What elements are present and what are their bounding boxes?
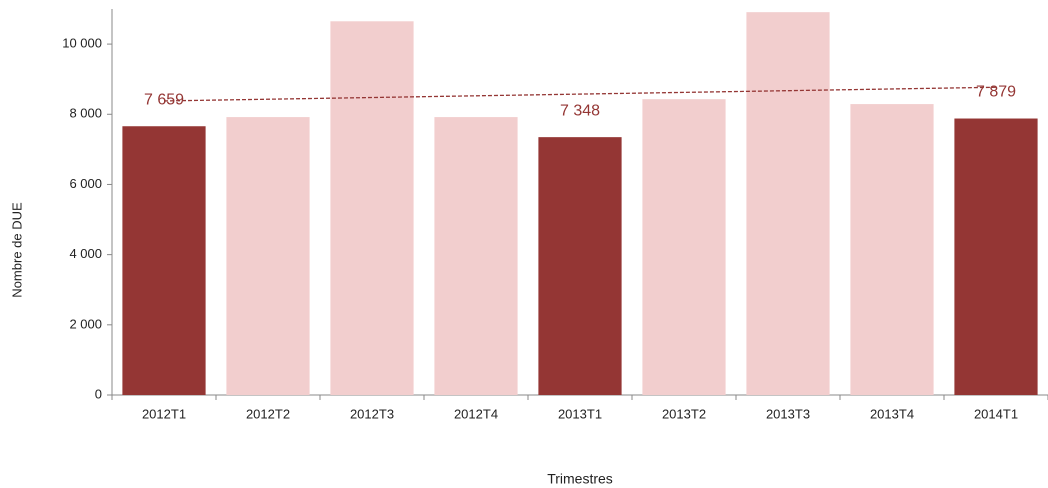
y-tick-label: 0 (95, 386, 102, 401)
y-tick-label: 4 000 (69, 246, 102, 261)
bar (642, 99, 726, 395)
bar (746, 12, 830, 396)
x-tick-label: 2012T3 (350, 406, 394, 421)
y-tick-label: 2 000 (69, 316, 102, 331)
x-tick-label: 2012T4 (454, 406, 498, 421)
bar (226, 117, 310, 395)
y-tick-label: 6 000 (69, 176, 102, 191)
bar (538, 137, 622, 396)
bar (850, 104, 934, 395)
value-label: 7 879 (976, 84, 1016, 101)
value-label: 7 348 (560, 102, 600, 119)
y-axis-title: Nombre de DUE (9, 202, 24, 298)
x-tick-label: 2013T2 (662, 406, 706, 421)
bar (330, 21, 414, 395)
bar (434, 117, 518, 395)
x-axis-title: Trimestres (547, 471, 613, 487)
value-label: 7 659 (144, 91, 184, 108)
x-tick-label: 2012T1 (142, 406, 186, 421)
x-tick-label: 2013T3 (766, 406, 810, 421)
x-tick-label: 2013T4 (870, 406, 914, 421)
trendline (163, 86, 997, 102)
bar (954, 118, 1038, 395)
x-tick-label: 2013T1 (558, 406, 602, 421)
y-tick-label: 10 000 (62, 36, 102, 51)
x-tick-label: 2014T1 (974, 406, 1018, 421)
y-tick-label: 8 000 (69, 106, 102, 121)
x-tick-label: 2012T2 (246, 406, 290, 421)
bar (122, 126, 206, 396)
